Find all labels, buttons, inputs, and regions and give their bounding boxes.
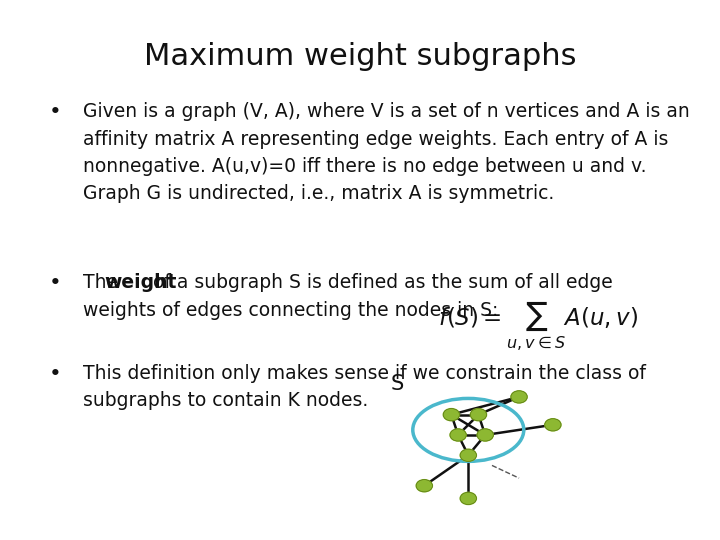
Text: •: •: [49, 103, 61, 123]
Text: weights of edges connecting the nodes in S:: weights of edges connecting the nodes in…: [83, 301, 498, 320]
Circle shape: [545, 418, 561, 431]
Text: weight: weight: [104, 273, 176, 292]
Text: Given is a graph (V, A), where V is a set of n vertices and A is an
affinity mat: Given is a graph (V, A), where V is a se…: [83, 103, 689, 203]
Circle shape: [460, 492, 477, 504]
Circle shape: [450, 429, 467, 441]
Text: •: •: [49, 273, 61, 293]
Circle shape: [477, 429, 493, 441]
Text: of a subgraph S is defined as the sum of all edge: of a subgraph S is defined as the sum of…: [147, 273, 613, 292]
Text: $f(S) = \sum_{u,v \in S} A(u,v)$: $f(S) = \sum_{u,v \in S} A(u,v)$: [438, 300, 638, 353]
Text: S: S: [390, 374, 404, 394]
Circle shape: [416, 480, 433, 492]
Text: The: The: [83, 273, 124, 292]
Circle shape: [511, 391, 527, 403]
Text: This definition only makes sense if we constrain the class of
subgraphs to conta: This definition only makes sense if we c…: [83, 364, 645, 410]
Circle shape: [460, 449, 477, 461]
Circle shape: [470, 409, 487, 421]
Text: Maximum weight subgraphs: Maximum weight subgraphs: [144, 42, 576, 71]
Circle shape: [444, 409, 459, 421]
Text: •: •: [49, 364, 61, 384]
